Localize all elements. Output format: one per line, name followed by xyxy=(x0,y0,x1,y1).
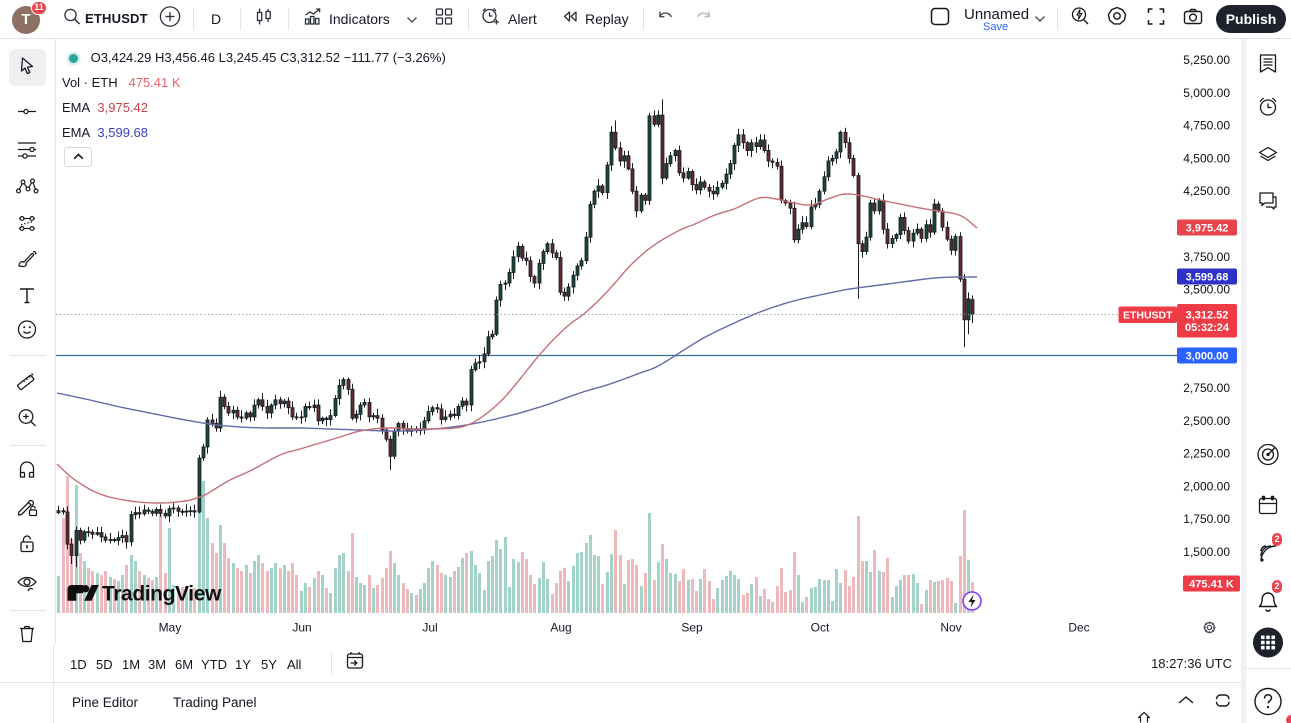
svg-text:Sep: Sep xyxy=(681,621,703,635)
svg-text:3,599.68: 3,599.68 xyxy=(1186,271,1229,283)
svg-text:05:32:24: 05:32:24 xyxy=(1185,322,1230,334)
svg-text:2,750.00: 2,750.00 xyxy=(1183,381,1230,395)
svg-text:Jul: Jul xyxy=(422,621,437,635)
svg-text:4,250.00: 4,250.00 xyxy=(1183,184,1230,198)
svg-text:2,000.00: 2,000.00 xyxy=(1183,479,1230,493)
svg-text:475.41 K: 475.41 K xyxy=(1189,578,1234,590)
svg-text:1,750.00: 1,750.00 xyxy=(1183,512,1230,526)
svg-text:4,500.00: 4,500.00 xyxy=(1183,151,1230,165)
svg-text:3,975.42: 3,975.42 xyxy=(1186,222,1229,234)
svg-text:Jun: Jun xyxy=(292,621,311,635)
svg-text:Aug: Aug xyxy=(550,621,571,635)
svg-text:4,750.00: 4,750.00 xyxy=(1183,119,1230,133)
svg-text:Oct: Oct xyxy=(811,621,830,635)
svg-text:2,250.00: 2,250.00 xyxy=(1183,447,1230,461)
svg-text:5,250.00: 5,250.00 xyxy=(1183,53,1230,67)
svg-text:Dec: Dec xyxy=(1068,621,1089,635)
svg-text:3,312.52: 3,312.52 xyxy=(1186,309,1229,321)
svg-text:1,500.00: 1,500.00 xyxy=(1183,545,1230,559)
svg-text:3,750.00: 3,750.00 xyxy=(1183,250,1230,264)
svg-text:TradingView: TradingView xyxy=(102,583,222,606)
svg-text:Nov: Nov xyxy=(940,621,961,635)
svg-text:May: May xyxy=(159,621,182,635)
svg-text:2,500.00: 2,500.00 xyxy=(1183,414,1230,428)
svg-text:ETHUSDT: ETHUSDT xyxy=(1123,310,1173,322)
svg-text:5,000.00: 5,000.00 xyxy=(1183,86,1230,100)
svg-text:3,000.00: 3,000.00 xyxy=(1186,350,1229,362)
svg-text:3,500.00: 3,500.00 xyxy=(1183,283,1230,297)
